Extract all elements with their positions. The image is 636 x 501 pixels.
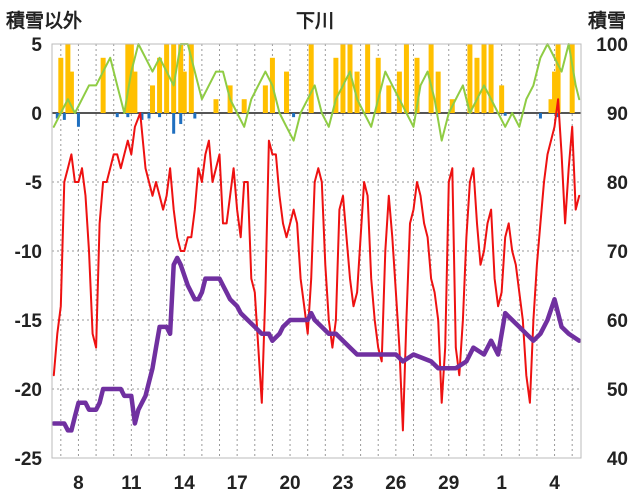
snowfall-bar: [284, 71, 290, 113]
x-tick-label: 14: [174, 473, 196, 494]
snowfall-bar: [178, 44, 184, 113]
snowfall-bar: [467, 44, 473, 113]
snowfall-bar: [100, 57, 106, 113]
x-tick-label: 17: [227, 473, 248, 494]
snowfall-bar: [365, 44, 371, 113]
x-tick-label: 11: [121, 473, 142, 494]
precip-bar: [556, 113, 560, 118]
snowfall-bar: [164, 44, 170, 113]
left-tick-label: 5: [31, 35, 42, 56]
snowfall-bar: [354, 71, 360, 113]
precip-bar: [292, 113, 296, 118]
left-tick-label: -25: [15, 449, 43, 470]
precip-bar: [115, 113, 119, 118]
right-tick-label: 100: [596, 35, 628, 56]
precip-bar: [55, 113, 59, 119]
snowfall-bar: [308, 44, 314, 113]
snow_depth-series-line: [51, 255, 582, 433]
left-tick-label: 0: [31, 104, 42, 125]
precip-bar: [193, 113, 197, 119]
precip-bar: [147, 113, 151, 119]
precip-bar: [126, 113, 130, 118]
snowfall-bar: [125, 44, 131, 113]
snowfall-bar: [488, 44, 494, 113]
left-tick-label: -15: [15, 311, 43, 332]
snowfall-bar: [68, 71, 74, 113]
snowfall-bar: [435, 71, 441, 113]
snowfall-bar: [262, 85, 268, 113]
x-tick-label: 20: [279, 473, 300, 494]
snowfall-bar: [157, 57, 163, 113]
left-axis-title: 積雪以外: [6, 11, 83, 32]
snowfall-bar: [213, 99, 219, 113]
snowfall-bar: [150, 85, 156, 113]
x-tick-label: 8: [73, 473, 84, 494]
snowfall-bar: [128, 44, 134, 113]
precip-bar: [140, 113, 144, 120]
right-axis-title: 積雪: [588, 11, 627, 32]
right-tick-label: 60: [607, 311, 628, 332]
snowfall-bar: [171, 44, 177, 113]
snowfall-bar: [552, 71, 558, 113]
snowfall-bar: [474, 57, 480, 113]
right-tick-label: 90: [607, 104, 628, 125]
line-layer: [51, 43, 582, 433]
snowfall-bar: [347, 44, 353, 113]
x-tick-label: 23: [332, 473, 353, 494]
snowfall-bar: [65, 44, 71, 113]
x-tick-label: 1: [496, 473, 507, 494]
left-tick-label: -20: [15, 380, 42, 401]
snowfall-bar: [333, 57, 339, 113]
right-tick-label: 40: [607, 449, 628, 470]
snowfall-bar: [403, 44, 409, 113]
snowfall-bar: [548, 99, 554, 113]
precip-bar: [503, 113, 507, 116]
snowfall-bar: [499, 85, 505, 113]
snowfall-bar: [386, 85, 392, 113]
precip-bar: [158, 113, 162, 118]
plot-frame: [51, 43, 582, 459]
x-tick-label: 29: [438, 473, 459, 494]
snowfall-bar: [555, 44, 561, 113]
right-tick-label: 80: [607, 173, 628, 194]
precip-bar: [172, 113, 176, 134]
snowfall-bar: [569, 44, 575, 113]
snowfall-bar: [181, 71, 187, 113]
x-tick-label: 4: [549, 473, 560, 494]
snowfall-bar: [340, 44, 346, 113]
snowfall-bar: [396, 71, 402, 113]
snowfall-bar: [414, 57, 420, 113]
right-tick-label: 70: [607, 242, 628, 263]
x-tick-label: 26: [385, 473, 406, 494]
snowfall-bar: [58, 57, 64, 113]
snowfall-bar: [132, 71, 138, 113]
precip-bar: [76, 113, 80, 127]
left-tick-label: -10: [15, 242, 42, 263]
snowfall-bar: [375, 57, 381, 113]
snowfall-bar: [481, 44, 487, 113]
chart-title: 下川: [296, 11, 335, 32]
snowfall-bar: [428, 44, 434, 113]
left-tick-label: -5: [25, 173, 42, 194]
precip-bar: [62, 113, 66, 120]
precip-bar: [179, 113, 183, 125]
wind-series-line: [52, 43, 581, 142]
precip-bar: [538, 113, 542, 119]
right-tick-label: 50: [607, 380, 628, 401]
temperature-series-line: [52, 98, 581, 432]
snowfall-bar: [188, 44, 194, 113]
snowfall-bar: [241, 99, 247, 113]
